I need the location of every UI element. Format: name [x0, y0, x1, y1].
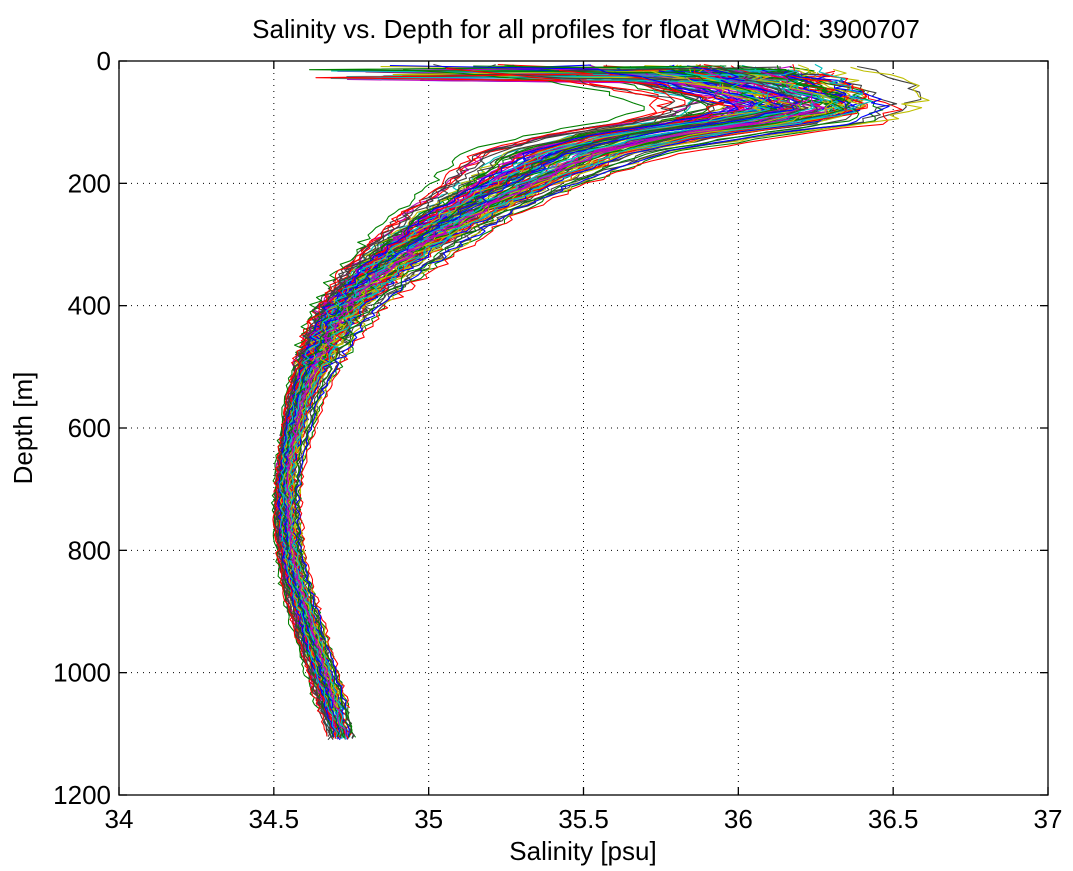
salinity-profile-line	[287, 65, 845, 708]
salinity-profile-line	[270, 69, 645, 709]
y-tick-label: 0	[97, 46, 111, 76]
salinity-profile-line	[279, 70, 770, 707]
salinity-profile-line	[280, 68, 778, 738]
profile-lines	[270, 63, 930, 741]
chart-title: Salinity vs. Depth for all profiles for …	[252, 14, 920, 44]
axis-ticks: 34 34.5 35 35.5 36 36.5 37 0 200 400 600 800 1000 120…	[53, 46, 1062, 834]
salinity-profile-line	[294, 69, 890, 709]
salinity-profile-line	[277, 64, 742, 708]
salinity-profile-line	[286, 68, 800, 737]
y-tick-label: 200	[68, 168, 111, 198]
salinity-profile-line	[293, 65, 860, 738]
y-tick-label: 1000	[53, 658, 111, 688]
salinity-profile-line	[277, 64, 739, 738]
salinity-profile-line	[272, 64, 700, 737]
x-tick-label: 34.5	[249, 804, 300, 834]
salinity-profile-line	[279, 71, 745, 708]
salinity-profile-line	[296, 66, 930, 706]
salinity-profile-line	[288, 70, 868, 740]
salinity-profile-line	[290, 64, 845, 708]
y-tick-label: 600	[68, 413, 111, 443]
y-tick-label: 1200	[53, 780, 111, 810]
x-axis-label: Salinity [psu]	[509, 836, 656, 866]
salinity-profile-line	[276, 69, 693, 739]
salinity-profile-line	[281, 68, 799, 709]
x-tick-label: 36	[724, 804, 753, 834]
salinity-profile-line	[285, 69, 829, 709]
x-tick-label: 37	[1034, 804, 1063, 834]
x-tick-label: 35.5	[558, 804, 609, 834]
salinity-profile-line	[275, 69, 695, 739]
salinity-profile-line	[282, 65, 814, 738]
x-tick-label: 36.5	[868, 804, 919, 834]
y-tick-label: 800	[68, 535, 111, 565]
salinity-profile-line	[282, 70, 824, 707]
salinity-profile-line	[284, 66, 847, 740]
x-tick-label: 35	[414, 804, 443, 834]
salinity-profile-line	[287, 72, 833, 709]
y-axis-label: Depth [m]	[8, 372, 38, 485]
salinity-profile-line	[279, 71, 771, 737]
x-tick-label: 34	[105, 804, 134, 834]
y-tick-label: 400	[68, 291, 111, 321]
salinity-profile-line	[276, 72, 744, 709]
salinity-profile-line	[288, 63, 873, 740]
salinity-profile-line	[279, 72, 762, 738]
grid-lines	[119, 61, 1048, 795]
salinity-profile-line	[298, 68, 903, 709]
salinity-profile-line	[272, 67, 659, 737]
salinity-profile-line	[274, 63, 680, 741]
